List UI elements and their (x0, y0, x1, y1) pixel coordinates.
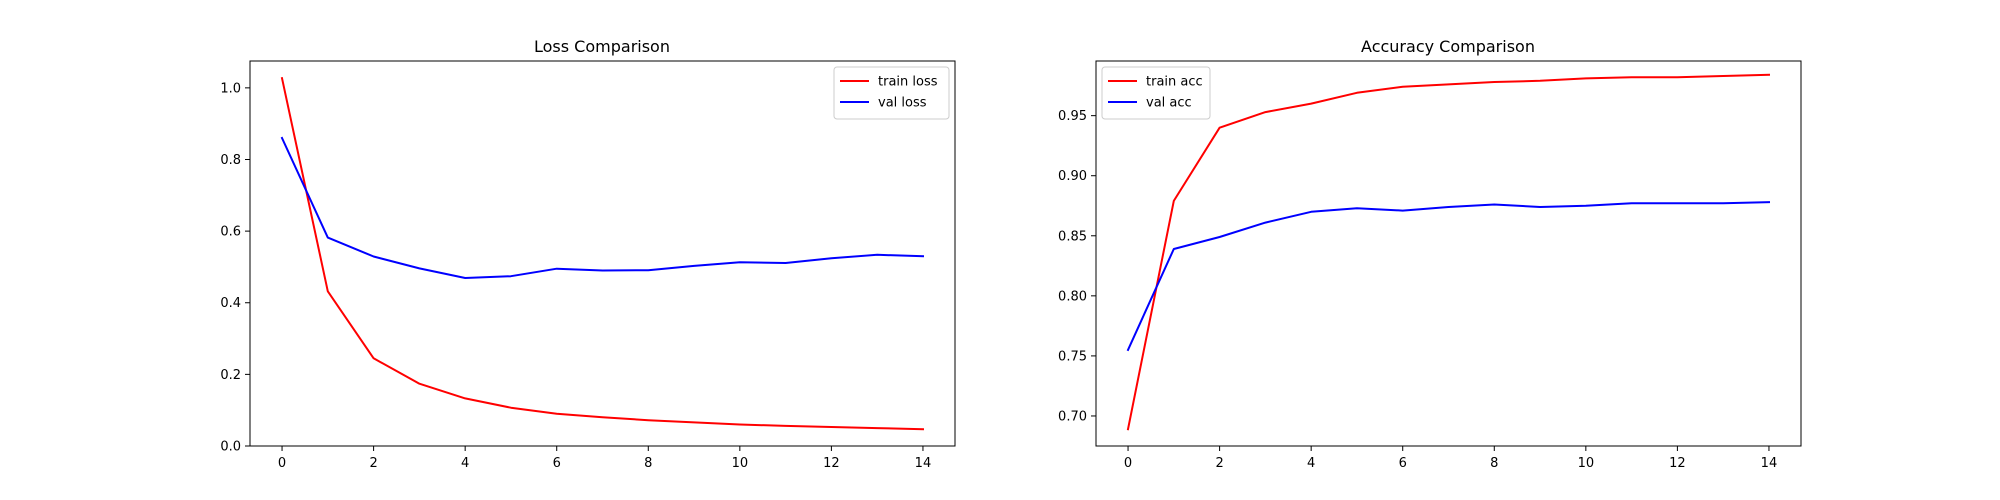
y-tick-label: 0.80 (1058, 289, 1087, 304)
x-tick-label: 0 (278, 456, 286, 471)
y-tick-label: 1.0 (220, 81, 241, 96)
legend-entry: train loss (840, 75, 938, 90)
chart-title: Accuracy Comparison (1361, 37, 1535, 56)
x-tick-label: 6 (1399, 456, 1407, 471)
series-line (280, 136, 925, 279)
x-tick-label: 12 (823, 456, 840, 471)
y-tick-label: 0.0 (220, 440, 241, 455)
x-tick-label: 6 (553, 456, 561, 471)
x-tick-label: 10 (732, 456, 749, 471)
x-tick-label: 2 (1215, 456, 1223, 471)
series-line (1126, 73, 1771, 431)
y-tick-label: 0.75 (1058, 349, 1087, 364)
plot-frame (1095, 60, 1802, 447)
x-tick-label: 4 (461, 456, 469, 471)
series-line (280, 77, 925, 431)
x-tick-label: 8 (644, 456, 652, 471)
series-layer (1126, 73, 1771, 431)
legend: train acc val acc (1101, 66, 1211, 120)
axes-layer: 0 2 4 6 8 10 12 14 0.0 0.2 0.4 0.6 0.8 1.0 (220, 60, 956, 471)
x-tick-label: 14 (915, 456, 932, 471)
plot-frame (249, 60, 956, 447)
y-tick-label: 0.90 (1058, 169, 1087, 184)
x-tick-label: 12 (1669, 456, 1686, 471)
y-tick-label: 0.2 (220, 368, 241, 383)
y-tick-label: 0.95 (1058, 109, 1087, 124)
axes-layer: 0 2 4 6 8 10 12 14 0.70 0.75 0.80 0.85 0.90 0.95 (1058, 60, 1802, 471)
x-tick-label: 10 (1578, 456, 1595, 471)
y-tick-label: 0.85 (1058, 229, 1087, 244)
legend-label: val loss (878, 96, 927, 111)
legend-entry: val loss (840, 96, 927, 111)
x-tick-label: 4 (1307, 456, 1315, 471)
legend-entry: val acc (1108, 96, 1192, 111)
x-tick-label: 8 (1490, 456, 1498, 471)
series-line (1126, 201, 1771, 352)
y-tick-label: 0.70 (1058, 409, 1087, 424)
loss-chart: Loss Comparison 0 2 4 6 8 10 12 140.00.20.40.60… (220, 37, 956, 471)
legend-entry: train acc (1108, 75, 1203, 90)
x-tick-label: 14 (1761, 456, 1778, 471)
accuracy-chart: Accuracy Comparison 0 2 4 6 8 10 12 140.700.750… (1058, 37, 1802, 471)
legend: train loss val loss (833, 66, 950, 120)
y-tick-label: 0.6 (220, 225, 241, 240)
legend-label: train loss (878, 75, 938, 90)
legend-label: train acc (1146, 75, 1203, 90)
legend-label: val acc (1146, 96, 1192, 111)
y-tick-label: 0.8 (220, 153, 241, 168)
x-tick-label: 2 (369, 456, 377, 471)
x-tick-label: 0 (1124, 456, 1132, 471)
chart-title: Loss Comparison (534, 37, 670, 56)
y-tick-label: 0.4 (220, 296, 241, 311)
series-layer (280, 77, 925, 431)
